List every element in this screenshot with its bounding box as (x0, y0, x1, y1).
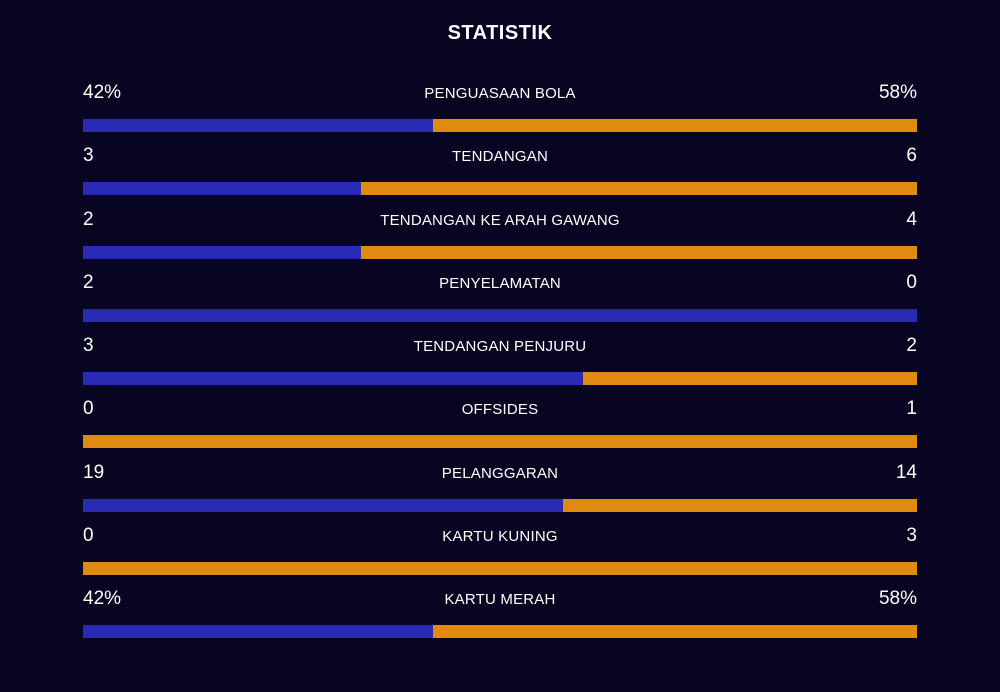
stat-label: PELANGGARAN (441, 464, 559, 482)
stat-label: KARTU MERAH (444, 591, 556, 609)
home-value: 19 (83, 461, 105, 483)
away-bar-segment (83, 562, 917, 576)
stat-row-corners: 3 TENDANGAN PENJURU 2 (83, 333, 917, 396)
away-value: 58% (878, 588, 917, 610)
home-bar-segment (83, 308, 917, 322)
stat-row-yellow-cards: 0 KARTU KUNING 3 (83, 523, 917, 586)
comparison-bar (83, 435, 917, 449)
away-bar-segment (433, 119, 917, 132)
stat-row-shots-on-target: 2 TENDANGAN KE ARAH GAWANG 4 (83, 207, 917, 270)
away-bar-segment (563, 498, 917, 512)
away-bar-segment (433, 625, 917, 639)
home-value: 42% (83, 588, 122, 610)
home-value: 2 (83, 208, 94, 230)
stat-label: TENDANGAN PENJURU (413, 338, 587, 356)
stat-row-saves: 2 PENYELAMATAN 0 (83, 270, 917, 333)
home-bar-segment (83, 498, 564, 512)
stat-label: PENGUASAAN BOLA (424, 85, 576, 102)
comparison-bar (83, 245, 917, 259)
stat-label: OFFSIDES (461, 401, 539, 419)
home-value: 0 (83, 398, 94, 420)
home-bar-segment (83, 119, 434, 132)
home-value: 42% (83, 82, 122, 103)
away-value: 2 (906, 335, 917, 357)
away-value: 4 (906, 208, 917, 230)
comparison-bar (83, 119, 917, 132)
away-value: 3 (906, 525, 917, 547)
comparison-bar (83, 182, 917, 196)
home-value: 0 (83, 525, 94, 547)
comparison-bar (83, 562, 917, 576)
away-value: 14 (895, 461, 917, 483)
away-bar-segment (360, 182, 917, 196)
home-bar-segment (83, 182, 361, 196)
stat-label: PENYELAMATAN (439, 274, 561, 292)
comparison-bar (83, 498, 917, 512)
stat-row-shots: 3 TENDANGAN 6 (83, 143, 917, 206)
stat-row-fouls: 19 PELANGGARAN 14 (83, 460, 917, 523)
stats-title: STATISTIK (447, 22, 553, 44)
home-bar-segment (83, 245, 361, 259)
comparison-bar (83, 372, 917, 386)
away-bar-segment (360, 245, 917, 259)
stat-label: KARTU KUNING (442, 528, 558, 546)
stat-label: TENDANGAN KE ARAH GAWANG (380, 211, 620, 229)
away-bar-segment (83, 435, 917, 449)
home-value: 2 (83, 271, 94, 293)
stat-row-possession: 42% PENGUASAAN BOLA 58% (83, 80, 917, 143)
away-value: 58% (878, 82, 917, 103)
stat-label: TENDANGAN (452, 148, 548, 166)
away-bar-segment (583, 372, 917, 386)
comparison-bar (83, 308, 917, 322)
away-value: 6 (906, 145, 917, 167)
away-value: 0 (906, 271, 917, 293)
home-value: 3 (83, 145, 94, 167)
stats-list: 42% PENGUASAAN BOLA 58% 3 TENDANGAN 6 2 … (83, 80, 917, 650)
home-bar-segment (83, 372, 584, 386)
home-value: 3 (83, 335, 94, 357)
comparison-bar (83, 625, 917, 639)
home-bar-segment (83, 625, 434, 639)
away-value: 1 (906, 398, 917, 420)
stat-row-offsides: 0 OFFSIDES 1 (83, 396, 917, 459)
stat-row-red-cards: 42% KARTU MERAH 58% (83, 586, 917, 649)
